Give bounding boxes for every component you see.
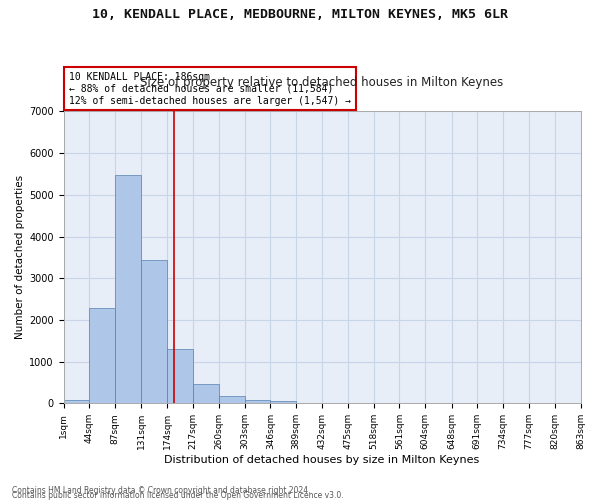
Bar	[167, 348, 193, 404]
Bar	[64, 400, 89, 404]
Text: 10 KENDALL PLACE: 186sqm
← 88% of detached houses are smaller (11,584)
12% of se: 10 KENDALL PLACE: 186sqm ← 88% of detach…	[68, 72, 350, 106]
Bar	[245, 400, 271, 404]
Bar	[271, 401, 296, 404]
Bar	[219, 396, 245, 404]
Text: 10, KENDALL PLACE, MEDBOURNE, MILTON KEYNES, MK5 6LR: 10, KENDALL PLACE, MEDBOURNE, MILTON KEY…	[92, 8, 508, 20]
Title: Size of property relative to detached houses in Milton Keynes: Size of property relative to detached ho…	[140, 76, 503, 90]
Bar	[142, 260, 167, 404]
Bar	[89, 308, 115, 404]
Text: Contains HM Land Registry data © Crown copyright and database right 2024.: Contains HM Land Registry data © Crown c…	[12, 486, 311, 495]
Bar	[193, 384, 219, 404]
X-axis label: Distribution of detached houses by size in Milton Keynes: Distribution of detached houses by size …	[164, 455, 479, 465]
Y-axis label: Number of detached properties: Number of detached properties	[15, 176, 25, 340]
Text: Contains public sector information licensed under the Open Government Licence v3: Contains public sector information licen…	[12, 491, 344, 500]
Bar	[296, 402, 322, 404]
Bar	[115, 175, 142, 404]
